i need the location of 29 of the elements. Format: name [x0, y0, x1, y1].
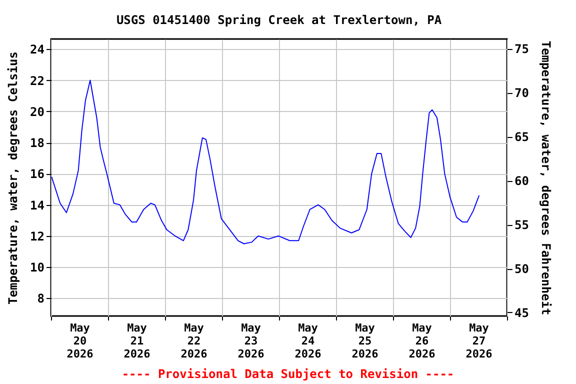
y2-tick-label: 60	[514, 174, 529, 188]
x-tick-label: May 20 2026	[66, 322, 94, 360]
y-tick-label: 14	[30, 198, 44, 212]
y2-tick-label: 45	[514, 306, 529, 320]
x-tick-label: May 27 2026	[466, 322, 493, 360]
y2-tick-label: 75	[514, 42, 529, 56]
x-tick-label: May 26 2026	[408, 322, 436, 360]
text: ---- Provisional Data Subject to Revision ----	[120, 367, 456, 381]
x-tick-label: May 24 2026	[294, 322, 322, 360]
y-tick-label: 24	[30, 42, 44, 57]
y-tick-label: 20	[30, 104, 44, 119]
y-tick-label: 18	[30, 136, 44, 150]
x-tick-label: May 22 2026	[180, 322, 208, 360]
y2-axis-title: Temperature, water, degrees Fahrenheit	[538, 40, 553, 316]
y-axis-title: Temperature, water, degrees Celsius	[6, 52, 20, 304]
x-tick-label: May 23 2026	[238, 322, 265, 360]
y2-tick-label: 65	[514, 130, 529, 144]
y-tick-label: 16	[30, 167, 44, 182]
y-tick-label: 12	[30, 229, 44, 244]
y2-tick-label: 50	[514, 262, 529, 276]
line-series	[51, 80, 480, 244]
y-tick-label: 8	[37, 292, 44, 306]
x-tick-label: May 21 2026	[124, 322, 151, 360]
y2-tick-label: 55	[514, 218, 529, 232]
chart-title: USGS 01451400 Spring Creek at Trexlertown, PA	[116, 13, 442, 27]
y2-tick-label: 70	[514, 86, 529, 100]
x-tick-label: May 25 2026	[352, 322, 379, 360]
y-tick-label: 22	[30, 74, 44, 88]
y-tick-label: 10	[30, 260, 44, 275]
